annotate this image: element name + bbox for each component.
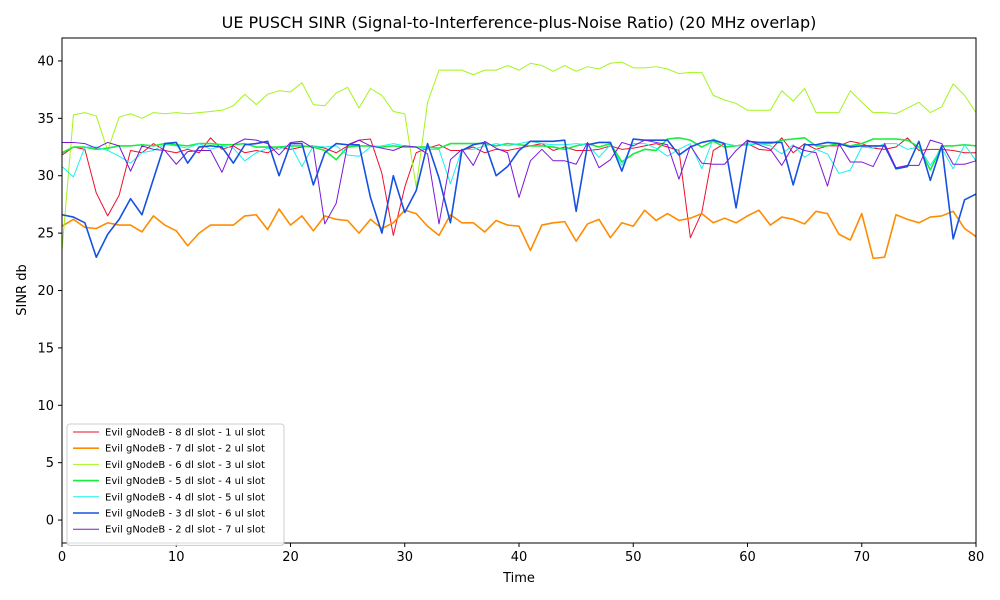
y-tick-label: 10: [37, 399, 54, 414]
x-tick-label: 0: [58, 550, 66, 565]
plot-lines: [61, 61, 977, 260]
y-tick-label: 5: [46, 456, 54, 471]
y-axis-label: SINR db: [15, 264, 30, 315]
legend-label: Evil gNodeB - 7 dl slot - 2 ul slot: [105, 444, 265, 455]
x-tick-label: 10: [168, 550, 185, 565]
legend-label: Evil gNodeB - 6 dl slot - 3 ul slot: [105, 460, 265, 471]
y-tick-label: 40: [37, 54, 54, 69]
series-line-5: [61, 138, 977, 185]
y-tick-label: 35: [37, 112, 54, 127]
legend-label: Evil gNodeB - 2 dl slot - 7 ul slot: [105, 525, 265, 536]
series-line-2: [61, 208, 977, 260]
y-tick-label: 0: [46, 514, 54, 529]
y-tick-label: 15: [37, 341, 54, 356]
y-tick-label: 25: [37, 227, 54, 242]
legend-box: [66, 423, 285, 546]
x-tick-label: 60: [739, 550, 756, 565]
x-tick-label: 30: [396, 550, 413, 565]
chart-title: UE PUSCH SINR (Signal-to-Interference-pl…: [222, 13, 817, 32]
x-tick-label: 40: [511, 550, 528, 565]
legend: Evil gNodeB - 8 dl slot - 1 ul slot Evil …: [66, 423, 285, 546]
y-axis: 0 5 10 15 20 25 30 35 40: [37, 54, 62, 529]
series-line-7: [62, 138, 977, 225]
x-axis: 0 10 20 30 40 50 60 70 80: [58, 543, 984, 565]
x-tick-label: 80: [968, 550, 985, 565]
x-tick-label: 50: [625, 550, 642, 565]
series-line-1: [61, 137, 976, 239]
x-axis-label: Time: [502, 571, 535, 586]
x-tick-label: 70: [853, 550, 870, 565]
x-tick-label: 20: [282, 550, 299, 565]
legend-label: Evil gNodeB - 8 dl slot - 1 ul slot: [105, 428, 265, 439]
series-line-3: [61, 61, 977, 251]
series-line-4: [61, 137, 977, 171]
legend-label: Evil gNodeB - 3 dl slot - 6 ul slot: [105, 509, 265, 520]
series-line-6: [61, 138, 977, 259]
y-tick-label: 20: [37, 284, 54, 299]
legend-label: Evil gNodeB - 5 dl slot - 4 ul slot: [105, 476, 265, 487]
legend-label: Evil gNodeB - 4 dl slot - 5 ul slot: [105, 492, 265, 503]
y-tick-label: 30: [37, 169, 54, 184]
